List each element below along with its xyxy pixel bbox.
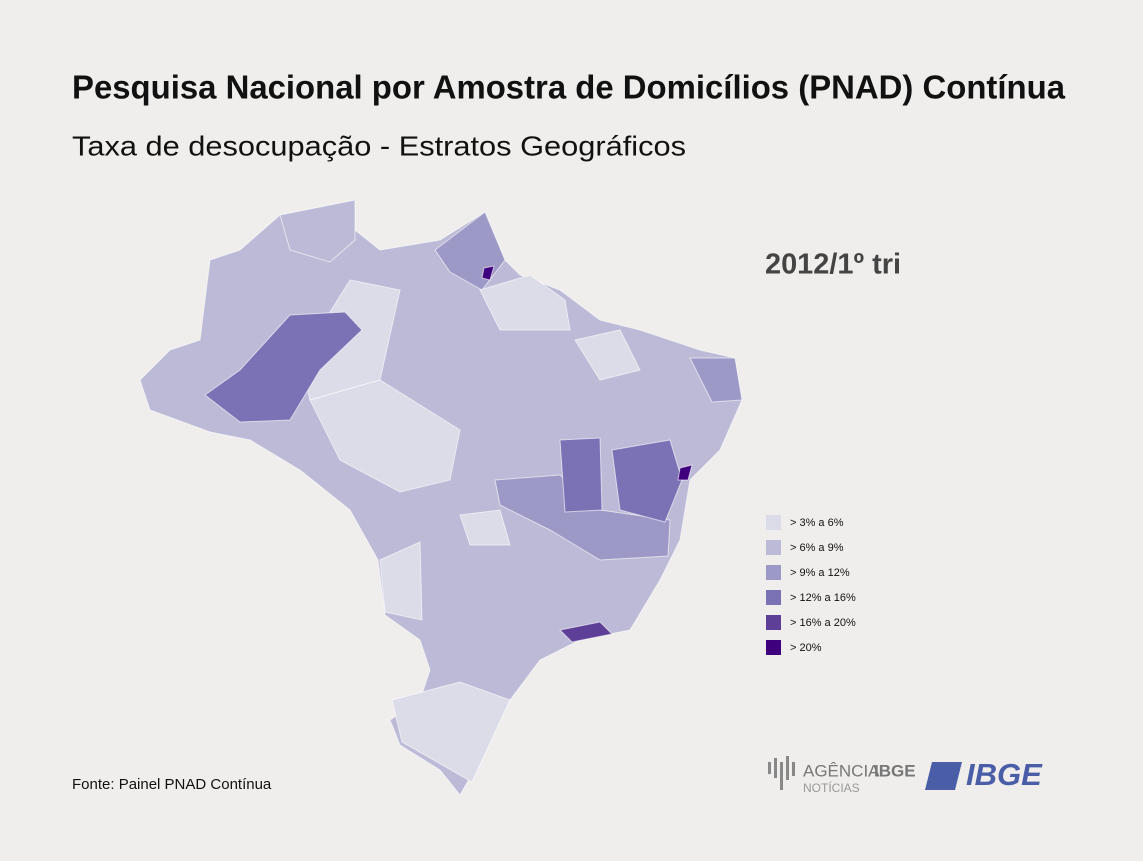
map-region [459, 509, 511, 546]
logo-bar [786, 756, 789, 780]
map [139, 199, 743, 796]
map-region [611, 439, 683, 523]
logo-mark [925, 762, 962, 790]
legend: > 3% a 6% > 6% a 9% > 9% a 12% > 12% a 16% >… [766, 515, 856, 655]
map-region [689, 357, 743, 403]
legend-label: > 20% [790, 642, 822, 654]
logo-ibge: IBGE [966, 757, 1043, 792]
map-region [379, 541, 423, 621]
legend-label: > 9% a 12% [790, 567, 850, 579]
legend-swatch [766, 590, 781, 605]
period: 2012/1º tri [765, 249, 901, 281]
logo-agency-bold: IBGE [874, 761, 916, 780]
legend-swatch [766, 640, 781, 655]
source: Fonte: Painel PNAD Contínua [72, 776, 272, 793]
map-region [481, 265, 495, 281]
map-region [677, 464, 693, 481]
logo-bar [780, 762, 783, 790]
legend-swatch [766, 565, 781, 580]
logo-agency-sub: NOTÍCIAS [803, 780, 860, 795]
map-region [391, 681, 511, 783]
legend-label: > 16% a 20% [790, 617, 856, 629]
map-region [309, 379, 461, 493]
map-region [204, 311, 363, 423]
map-region [279, 199, 356, 263]
legend-swatch [766, 540, 781, 555]
ibge-logo: IBGE [925, 757, 1043, 792]
legend-label: > 12% a 16% [790, 592, 856, 604]
map-region [558, 621, 614, 643]
map-region [574, 329, 641, 381]
logo-bar [792, 762, 795, 776]
legend-label: > 6% a 9% [790, 542, 844, 554]
subtitle: Taxa de desocupação - Estratos Geográfic… [72, 130, 686, 161]
logo-bar [768, 762, 771, 774]
title: Pesquisa Nacional por Amostra de Domicíl… [72, 69, 1066, 106]
agency-logo: AGÊNCIA IBGE NOTÍCIAS [768, 756, 916, 795]
map-region [559, 437, 603, 513]
map-region [479, 274, 571, 331]
legend-label: > 3% a 6% [790, 517, 844, 529]
logo-agency: AGÊNCIA [803, 761, 880, 780]
legend-swatch [766, 515, 781, 530]
legend-swatch [766, 615, 781, 630]
logo-bar [774, 758, 777, 778]
